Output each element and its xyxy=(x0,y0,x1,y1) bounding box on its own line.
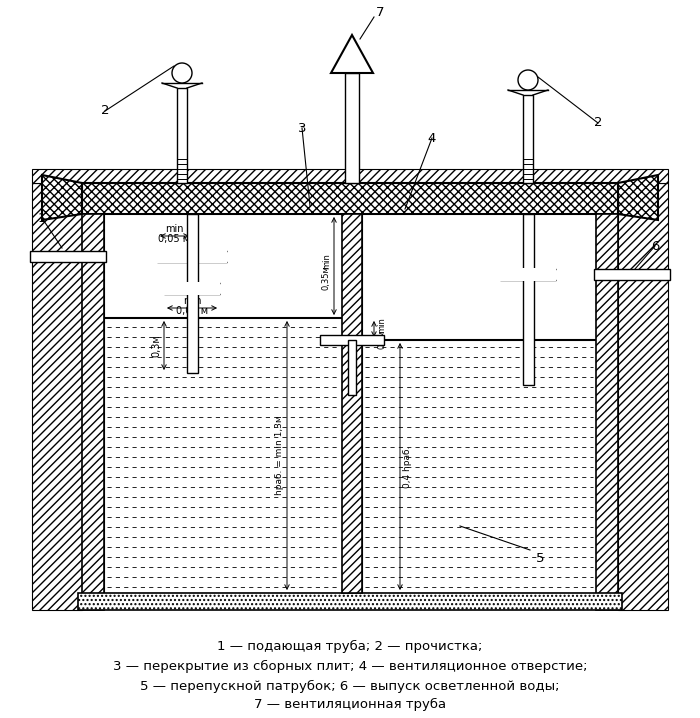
Text: 0,05 м: 0,05 м xyxy=(158,234,190,244)
Bar xyxy=(78,593,622,610)
Bar xyxy=(320,335,384,345)
Bar xyxy=(157,249,227,263)
Text: hраб. = min 1,3м: hраб. = min 1,3м xyxy=(275,416,284,495)
Bar xyxy=(500,268,556,281)
Bar xyxy=(82,214,104,610)
Bar xyxy=(594,269,670,279)
Bar xyxy=(30,251,106,261)
Bar xyxy=(522,214,533,385)
Polygon shape xyxy=(32,169,668,183)
Text: 2: 2 xyxy=(594,116,602,129)
Polygon shape xyxy=(618,183,668,610)
Text: 0,4 hраб.: 0,4 hраб. xyxy=(403,445,412,488)
Text: 0,2м: 0,2м xyxy=(377,330,386,349)
Text: 7: 7 xyxy=(376,6,384,19)
Polygon shape xyxy=(618,175,658,220)
Polygon shape xyxy=(32,183,82,610)
Circle shape xyxy=(518,70,538,90)
Bar xyxy=(345,73,359,183)
Bar xyxy=(177,88,187,183)
Bar xyxy=(82,183,618,214)
Text: min: min xyxy=(183,296,202,306)
Text: min: min xyxy=(377,317,386,333)
Bar xyxy=(186,214,197,373)
Text: 0,35м: 0,35м xyxy=(322,266,331,290)
Bar xyxy=(596,214,618,610)
Text: 3 — перекрытие из сборных плит; 4 — вентиляционное отверстие;: 3 — перекрытие из сборных плит; 4 — вент… xyxy=(113,659,587,673)
Circle shape xyxy=(172,63,192,83)
Text: 5: 5 xyxy=(536,551,545,564)
Bar xyxy=(362,340,596,593)
Bar xyxy=(164,281,220,294)
Polygon shape xyxy=(42,175,82,220)
Text: 6: 6 xyxy=(651,240,659,253)
Text: 7 — вентиляционная труба: 7 — вентиляционная труба xyxy=(254,697,446,711)
Text: 1: 1 xyxy=(38,212,46,225)
Text: 3: 3 xyxy=(298,121,307,134)
Text: 2: 2 xyxy=(101,105,109,118)
Bar xyxy=(342,214,362,593)
Text: 0,05 м: 0,05 м xyxy=(176,306,208,316)
Bar xyxy=(104,318,342,593)
Text: min: min xyxy=(165,224,183,234)
Text: 1 — подающая труба; 2 — прочистка;: 1 — подающая труба; 2 — прочистка; xyxy=(217,640,483,653)
Bar xyxy=(362,318,596,340)
Text: min: min xyxy=(322,253,331,269)
Text: 5 — перепускной патрубок; 6 — выпуск осветленной воды;: 5 — перепускной патрубок; 6 — выпуск осв… xyxy=(140,679,560,693)
Polygon shape xyxy=(331,35,373,73)
Text: 4: 4 xyxy=(428,131,436,144)
Bar xyxy=(348,340,356,395)
Bar xyxy=(523,95,533,183)
Text: 0,3м: 0,3м xyxy=(151,334,161,357)
